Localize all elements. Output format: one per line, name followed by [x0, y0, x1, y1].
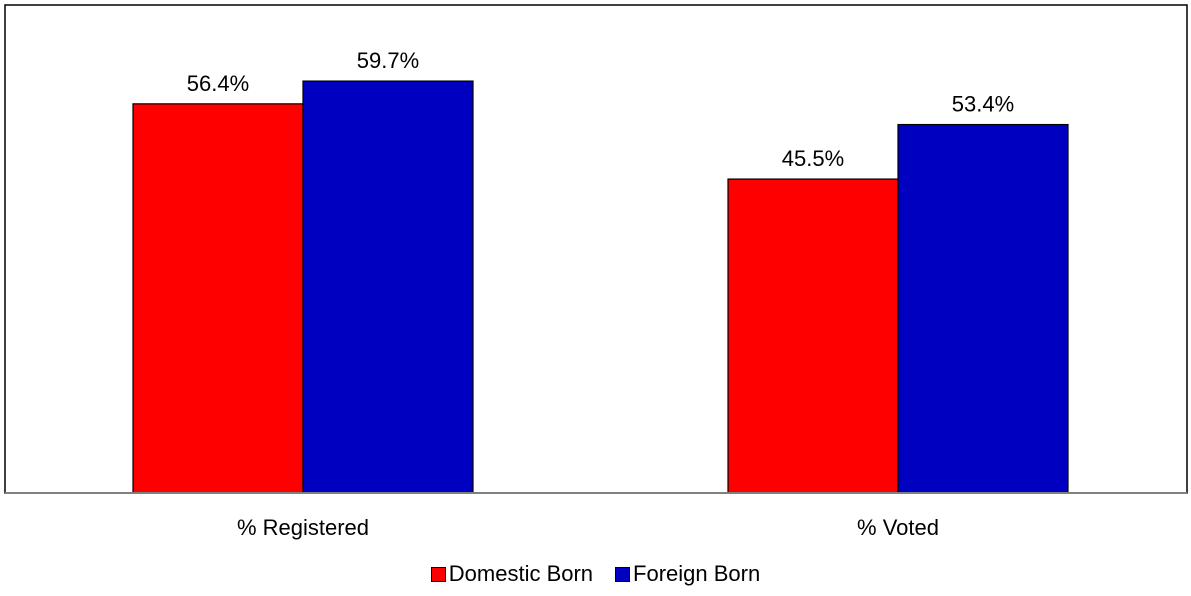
- legend-item-foreign-born: Foreign Born: [615, 563, 760, 585]
- category-labels-group: % Registered % Voted: [237, 515, 939, 540]
- legend-label-domestic-born: Domestic Born: [448, 561, 594, 586]
- value-label-domestic-born-registered: 56.4%: [187, 71, 249, 96]
- bar-foreign-born-registered: [302, 80, 474, 494]
- value-label-foreign-born-voted: 53.4%: [952, 92, 1014, 117]
- bar-domestic-born-registered: [132, 103, 304, 494]
- bar-domestic-born-voted: [727, 178, 899, 494]
- legend: Domestic Born Foreign Born: [0, 563, 1191, 585]
- legend-swatch-domestic-born: [430, 566, 446, 582]
- legend-item-domestic-born: Domestic Born: [430, 561, 594, 586]
- bars-group: [132, 80, 1069, 494]
- legend-label-foreign-born: Foreign Born: [633, 561, 761, 586]
- value-label-foreign-born-registered: 59.7%: [357, 48, 419, 73]
- legend-swatch-foreign-born: [615, 566, 631, 582]
- value-label-domestic-born-voted: 45.5%: [782, 146, 844, 171]
- category-label-voted: % Voted: [857, 515, 939, 540]
- category-label-registered: % Registered: [237, 515, 369, 540]
- value-labels-group: 56.4% 59.7% 45.5% 53.4%: [187, 48, 1014, 171]
- bar-foreign-born-voted: [897, 123, 1069, 494]
